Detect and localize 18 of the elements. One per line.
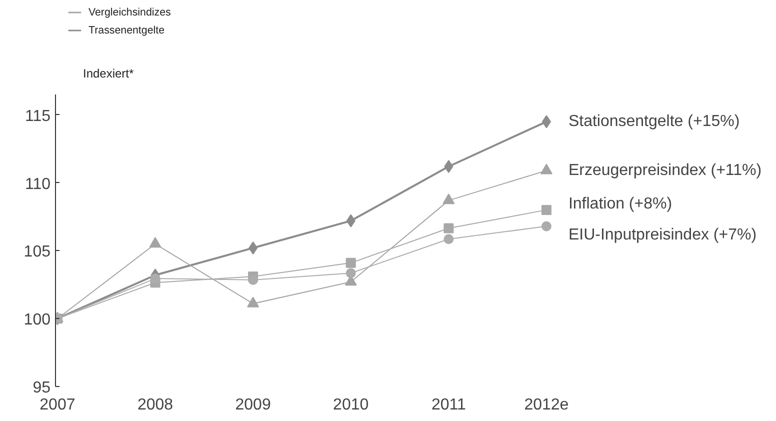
y-tick-label: 100 bbox=[24, 312, 51, 329]
series-label: Erzeugerpreisindex (+11%) bbox=[568, 162, 762, 180]
y-tick-label: 105 bbox=[24, 244, 51, 261]
y-tick-label: 95 bbox=[32, 380, 51, 396]
y-tick-label: 115 bbox=[24, 108, 51, 125]
series-label: Stationsentgelte (+15%) bbox=[568, 113, 740, 130]
x-tick-label: 2011 bbox=[431, 396, 466, 414]
x-tick-label: 2012e bbox=[524, 396, 569, 414]
series-label: Inflation (+8%) bbox=[568, 195, 672, 212]
x-tick-label: 2008 bbox=[137, 396, 174, 414]
y-tick-label: 110 bbox=[24, 176, 51, 193]
y-axis-title: Indexiert* bbox=[82, 66, 134, 80]
x-tick-label: 2009 bbox=[235, 396, 271, 414]
text: Vergleichsindizes bbox=[88, 6, 171, 18]
text: Trassenentgelte bbox=[88, 24, 165, 36]
series-label: EIU-Inputpreisindex (+7%) bbox=[568, 226, 757, 244]
x-tick-label: 2010 bbox=[333, 396, 369, 414]
x-tick-label: 2007 bbox=[40, 396, 76, 414]
